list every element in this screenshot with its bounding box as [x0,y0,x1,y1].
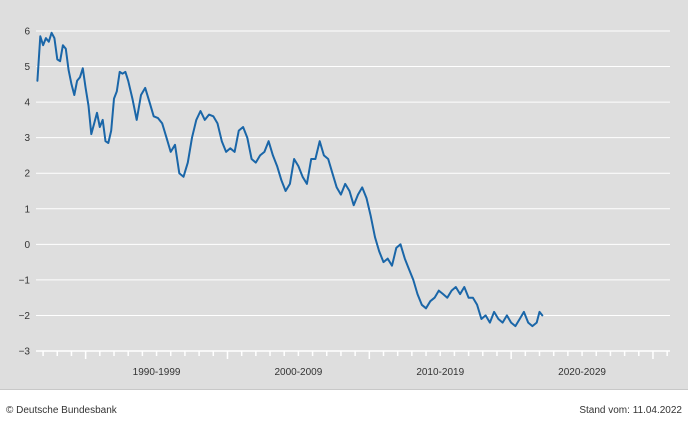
y-tick-label: −2 [19,311,31,322]
x-tick-label: 2020-2029 [558,367,606,378]
x-tick-label: 2010-2019 [416,367,464,378]
x-tick-label: 1990-1999 [133,367,181,378]
series-layer [36,31,544,328]
y-tick-label: 6 [24,27,30,38]
x-axis-labels: 1990-1999 2000-2009 2010-2019 2020-2029 [133,367,607,378]
y-tick-label: 3 [24,133,30,144]
copyright-text: © Deutsche Bundesbank [6,405,117,416]
y-tick-label: 5 [24,62,30,73]
x-axis [36,350,670,359]
y-axis-labels: 6 5 4 3 2 1 0 −1 −2 −3 [19,27,31,358]
series-line [36,31,544,328]
y-tick-label: 2 [24,169,30,180]
chart-area: 6 5 4 3 2 1 0 −1 −2 −3 1990-1999 2000-2009 2010-201… [0,0,688,389]
stand-date-text: Stand vom: 11.04.2022 [579,405,682,416]
y-tick-label: −1 [19,275,31,286]
y-tick-label: 4 [24,98,30,109]
y-tick-label: 0 [24,240,30,251]
y-tick-label: 1 [24,204,30,215]
footer: © Deutsche Bundesbank Stand vom: 11.04.2… [0,389,688,427]
y-tick-label: −3 [19,347,31,358]
gridlines [36,30,670,316]
x-tick-label: 2000-2009 [274,367,322,378]
line-chart: 6 5 4 3 2 1 0 −1 −2 −3 1990-1999 2000-2009 2010-201… [19,27,670,378]
